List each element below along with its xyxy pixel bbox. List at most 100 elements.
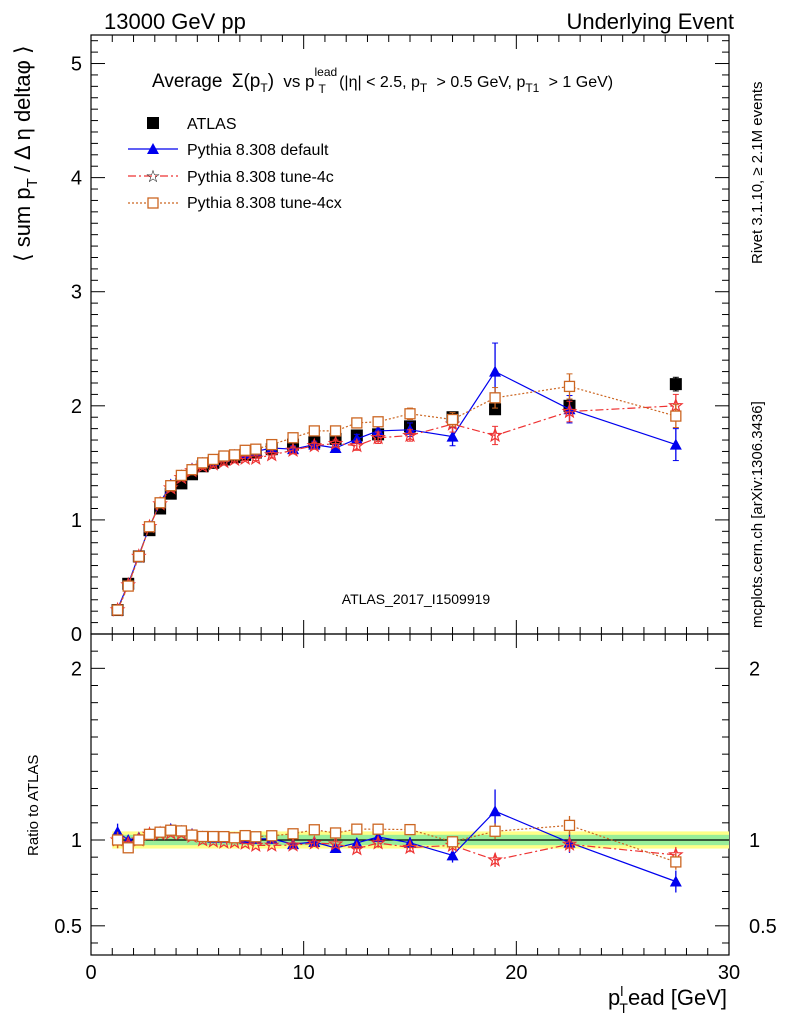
- data-point: [154, 497, 166, 509]
- data-point: [370, 429, 386, 445]
- data-point: [561, 403, 578, 419]
- ratio-y-tick-label: 1: [71, 830, 82, 852]
- series-line: [117, 385, 676, 611]
- ratio-point: [327, 835, 344, 851]
- ratio-point: [489, 825, 501, 837]
- legend-item-atlas: ATLAS: [147, 116, 237, 133]
- ratio-point: [308, 824, 320, 836]
- ratio-point: [207, 830, 219, 843]
- ratio-y-tick-label-right: 1: [749, 830, 760, 852]
- x-tick-label: 10: [293, 962, 315, 984]
- ratio-point: [287, 828, 299, 840]
- ratio-y-tick-label-right: 0.5: [749, 916, 777, 938]
- ratio-point: [489, 805, 502, 817]
- x-tick-label: 20: [505, 962, 527, 984]
- legend-label-tune4cx: Pythia 8.308 tune-4cx: [187, 195, 342, 212]
- ratio-point: [239, 829, 251, 842]
- data-point: [175, 469, 188, 482]
- ratio-point: [218, 830, 230, 843]
- ratio-point: [175, 825, 188, 837]
- data-point: [207, 453, 219, 466]
- legend: ATLAS Pythia 8.308 default ☆ Pythia 8.30…: [128, 116, 342, 212]
- rivet-label: Rivet 3.1.10, ≥ 2.1M events: [749, 82, 766, 265]
- ratio-point: [266, 830, 278, 842]
- x-axis-label: pl Tead [GeV]: [608, 983, 727, 1016]
- y-tick-label: 2: [71, 396, 82, 418]
- ratio-point: [247, 837, 264, 852]
- ratio-point: [329, 842, 342, 854]
- data-point: [239, 444, 251, 456]
- legend-marker-default: [147, 143, 159, 154]
- ratio-series-layer: [109, 789, 684, 893]
- header-left: 13000 GeV pp: [104, 9, 246, 34]
- ratio-point: [111, 834, 124, 846]
- ratio-point: [143, 828, 156, 840]
- legend-item-default: Pythia 8.308 default: [128, 142, 329, 159]
- data-point: [133, 550, 145, 563]
- data-point: [122, 580, 134, 592]
- legend-label-tune4c: Pythia 8.308 tune-4c: [187, 169, 334, 186]
- data-point: [306, 437, 323, 453]
- data-point: [218, 450, 230, 462]
- data-point: [308, 425, 320, 437]
- ratio-point: [370, 834, 386, 850]
- data-point: [287, 432, 299, 444]
- ratio-point: [285, 836, 301, 852]
- ratio-point: [186, 829, 198, 841]
- legend-label-atlas: ATLAS: [187, 116, 237, 133]
- data-point: [165, 480, 177, 492]
- ratio-point: [228, 832, 241, 844]
- ratio-series-line: [117, 832, 676, 861]
- header-right: Underlying Event: [566, 9, 734, 34]
- ratio-point: [372, 823, 384, 835]
- data-point: [563, 380, 576, 393]
- x-tick-label: 30: [718, 962, 740, 984]
- data-point: [263, 446, 280, 462]
- legend-item-tune4c: ☆ Pythia 8.308 tune-4c: [128, 167, 334, 186]
- data-point: [228, 449, 241, 461]
- ratio-point: [561, 836, 578, 851]
- data-point: [247, 450, 264, 466]
- ratio-point: [349, 840, 365, 856]
- ratio-point: [487, 851, 503, 867]
- data-point: [670, 410, 682, 422]
- ratio-series-pythia-8-308-tune-4cx: [111, 815, 682, 870]
- data-point: [111, 604, 124, 616]
- data-point: [266, 438, 278, 451]
- ratio-point: [165, 824, 177, 836]
- series-pythia-8-308-tune-4c: [109, 393, 684, 617]
- data-point: [489, 403, 502, 416]
- ratio-point: [122, 842, 134, 854]
- data-point: [487, 427, 503, 443]
- ratio-point: [670, 856, 682, 868]
- data-point: [446, 413, 459, 426]
- data-point: [372, 416, 384, 428]
- y-tick-label: 1: [71, 510, 82, 532]
- data-point: [329, 442, 342, 454]
- analysis-watermark: ATLAS_2017_I1509919: [342, 591, 491, 607]
- ratio-point: [196, 830, 209, 843]
- ratio-point: [563, 819, 576, 832]
- y-tick-label: 5: [71, 54, 82, 76]
- legend-label-default: Pythia 8.308 default: [187, 142, 329, 159]
- data-point: [669, 438, 682, 450]
- data-point: [250, 443, 262, 455]
- ratio-y-axis-label: Ratio to ATLAS: [25, 755, 42, 856]
- chart-title: Average Σ(pT) vs plead T (|η| < 2.5, pT …: [152, 60, 613, 98]
- ratio-point: [306, 834, 323, 850]
- data-point: [489, 392, 501, 404]
- data-point: [143, 521, 156, 533]
- y-axis-label: ⟨ sum pT/ Δ η deltaφ ⟩: [10, 45, 41, 262]
- ratio-plot-frame: [90, 633, 730, 956]
- legend-item-tune4cx: Pythia 8.308 tune-4cx: [128, 195, 342, 212]
- ratio-point: [250, 831, 262, 843]
- ratio-point: [404, 823, 416, 836]
- mcplots-label: mcplots.cern.ch [arXiv:1306.3436]: [749, 401, 766, 628]
- data-point: [329, 425, 342, 437]
- legend-marker-tune4c: ☆: [145, 167, 160, 186]
- ratio-y-tick-label: 0.5: [54, 916, 82, 938]
- data-point: [196, 457, 209, 469]
- data-point: [351, 417, 363, 429]
- data-point: [446, 430, 459, 442]
